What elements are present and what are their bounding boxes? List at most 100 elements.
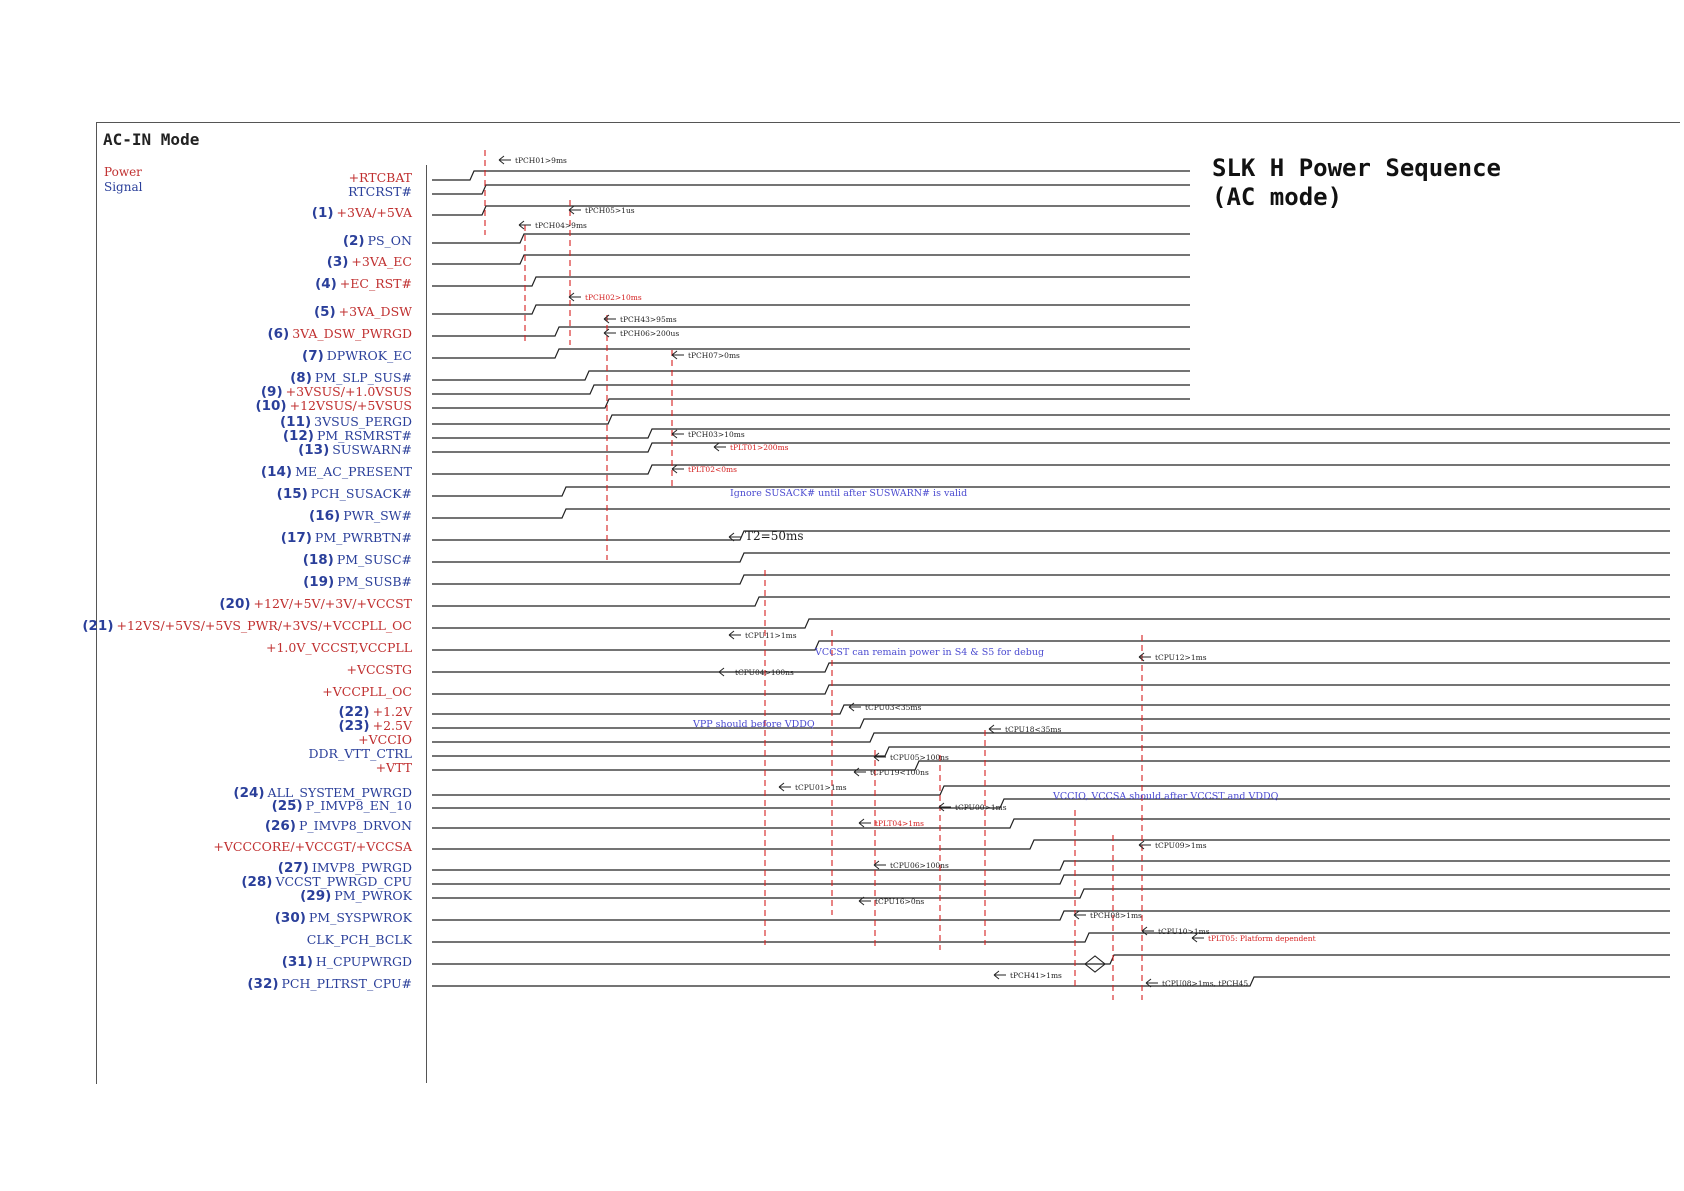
signal-waveform — [432, 839, 1670, 850]
signal-label: (24) ALL_SYSTEM_PWRGD — [233, 785, 412, 801]
signal-label: (18) PM_SUSC# — [303, 552, 412, 568]
timing-arrow — [988, 724, 1001, 734]
signal-label: (13) SUSWARN# — [298, 442, 412, 458]
timing-arrow — [993, 970, 1006, 980]
signal-name: +VTT — [375, 760, 412, 775]
timing-arrow — [1145, 978, 1158, 988]
signal-number: (7) — [302, 348, 324, 364]
timing-label: tPCH07>0ms — [688, 351, 740, 360]
signal-name: +12VS/+5VS/+5VS_PWR/+3VS/+VCCPLL_OC — [116, 618, 413, 633]
signal-waveform — [432, 618, 1670, 629]
signal-number: (3) — [326, 254, 349, 270]
signal-waveform — [432, 326, 1190, 337]
timing-arrow — [498, 155, 511, 165]
signal-name: SUSWARN# — [332, 442, 412, 457]
signal-waveform — [432, 954, 1670, 965]
signal-label: +VCCPLL_OC — [322, 684, 412, 699]
signal-name: P_IMVP8_DRVON — [298, 818, 412, 833]
note-vccio: VCCIO, VCCSA should after VCCST and VDDQ — [1052, 791, 1279, 802]
timing-arrow — [1191, 933, 1204, 943]
clock-crossing-mark — [1084, 955, 1106, 973]
signal-waveform — [432, 384, 1190, 395]
signal-name: VCCST_PWRGD_CPU — [275, 874, 412, 889]
signal-name: PM_PWRBTN# — [314, 530, 412, 545]
signal-label: (23) +2.5V — [338, 718, 412, 734]
timing-label: tCPU01>1ms — [795, 783, 847, 792]
signal-label: +VTT — [376, 760, 412, 775]
signal-number: (14) — [260, 464, 293, 480]
signal-name: +3VA/+5VA — [336, 205, 412, 220]
signal-label: (5) +3VA_DSW — [314, 304, 412, 320]
signal-label: (7) DPWROK_EC — [302, 348, 412, 364]
signal-name: PM_PWROK — [334, 888, 412, 903]
signal-name: +1.0V_VCCST,VCCPLL — [266, 640, 412, 655]
signal-label: (11) 3VSUS_PERGD — [280, 414, 412, 430]
signal-name: PM_RSMRST# — [316, 428, 412, 443]
signal-waveform — [432, 760, 1670, 771]
signal-number: (18) — [302, 552, 334, 568]
diagram-title-line-1: SLK H Power Sequence — [1212, 154, 1501, 182]
legend-signal: Signal — [104, 180, 143, 194]
timing-label: tPCH04>9ms — [535, 221, 587, 230]
signal-number: (10) — [255, 398, 287, 414]
signal-waveform — [432, 798, 1670, 809]
mode-title: AC-IN Mode — [103, 130, 200, 149]
timing-arrow — [858, 818, 871, 828]
signal-name: CLK_PCH_BCLK — [306, 932, 412, 947]
timing-arrow — [603, 328, 616, 338]
signal-waveform — [432, 874, 1670, 885]
signal-name: PCH_PLTRST_CPU# — [281, 976, 412, 991]
signal-name: +VCCIO — [358, 732, 412, 747]
signal-waveform — [432, 205, 1190, 216]
signal-waveform — [432, 348, 1190, 359]
signal-number: (15) — [276, 486, 308, 502]
timing-arrow — [671, 429, 684, 439]
signal-label: (17) PM_PWRBTN# — [281, 530, 412, 546]
timing-label: tCPU19<100ns — [870, 768, 929, 777]
signal-waveform — [432, 530, 1670, 541]
timing-label: tCPU03<35ms — [865, 703, 921, 712]
signal-label: (30) PM_SYSPWROK — [275, 910, 412, 926]
signal-label: (15) PCH_SUSACK# — [277, 486, 412, 502]
note-vpp: VPP should before VDDQ — [692, 719, 815, 730]
signal-name: PM_SUSB# — [337, 574, 412, 589]
signal-name: DDR_VTT_CTRL — [308, 746, 412, 761]
signal-label: (14) ME_AC_PRESENT — [261, 464, 412, 480]
signal-label: (26) P_IMVP8_DRVON — [265, 818, 412, 834]
signal-name: +VCCSTG — [346, 662, 412, 677]
timing-label: tCPU05>100ns — [890, 753, 949, 762]
signal-name: 3VSUS_PERGD — [314, 414, 412, 429]
signal-number: (9) — [260, 384, 283, 400]
signal-label: (4) +EC_RST# — [315, 276, 412, 292]
signal-waveform — [432, 233, 1190, 244]
signal-waveform — [432, 464, 1670, 475]
diagram-title: SLK H Power Sequence (AC mode) — [1212, 154, 1501, 212]
timing-arrow — [518, 220, 531, 230]
timing-arrow — [1141, 926, 1154, 936]
signal-name: 3VA_DSW_PWRGD — [292, 326, 412, 341]
signal-name: PM_SLP_SUS# — [314, 370, 412, 385]
signal-number: (29) — [300, 888, 332, 904]
signal-name: +RTCBAT — [348, 170, 412, 185]
signal-label: (9) +3VSUS/+1.0VSUS — [261, 384, 412, 400]
signal-number: (13) — [298, 442, 330, 458]
signal-waveform — [432, 254, 1190, 265]
signal-waveform — [432, 276, 1190, 287]
signal-waveform — [432, 860, 1670, 871]
signal-number: (17) — [280, 530, 312, 546]
signal-name: H_CPUPWRGD — [315, 954, 412, 969]
timing-label: tCPU11>1ms — [745, 631, 797, 640]
signal-label: CLK_PCH_BCLK — [307, 932, 412, 947]
signal-waveform — [432, 976, 1670, 987]
signal-name: +EC_RST# — [339, 276, 412, 291]
label-column-divider — [426, 165, 427, 1083]
signal-number: (28) — [241, 874, 273, 890]
signal-name: P_IMVP8_EN_10 — [305, 798, 412, 813]
timing-arrow — [568, 205, 581, 215]
timing-arrow — [853, 767, 866, 777]
signal-label: (8) PM_SLP_SUS# — [290, 370, 412, 386]
timing-arrow — [1138, 652, 1151, 662]
signal-waveform — [432, 818, 1670, 829]
timing-label: tPLT05: Platform dependent — [1208, 934, 1316, 943]
